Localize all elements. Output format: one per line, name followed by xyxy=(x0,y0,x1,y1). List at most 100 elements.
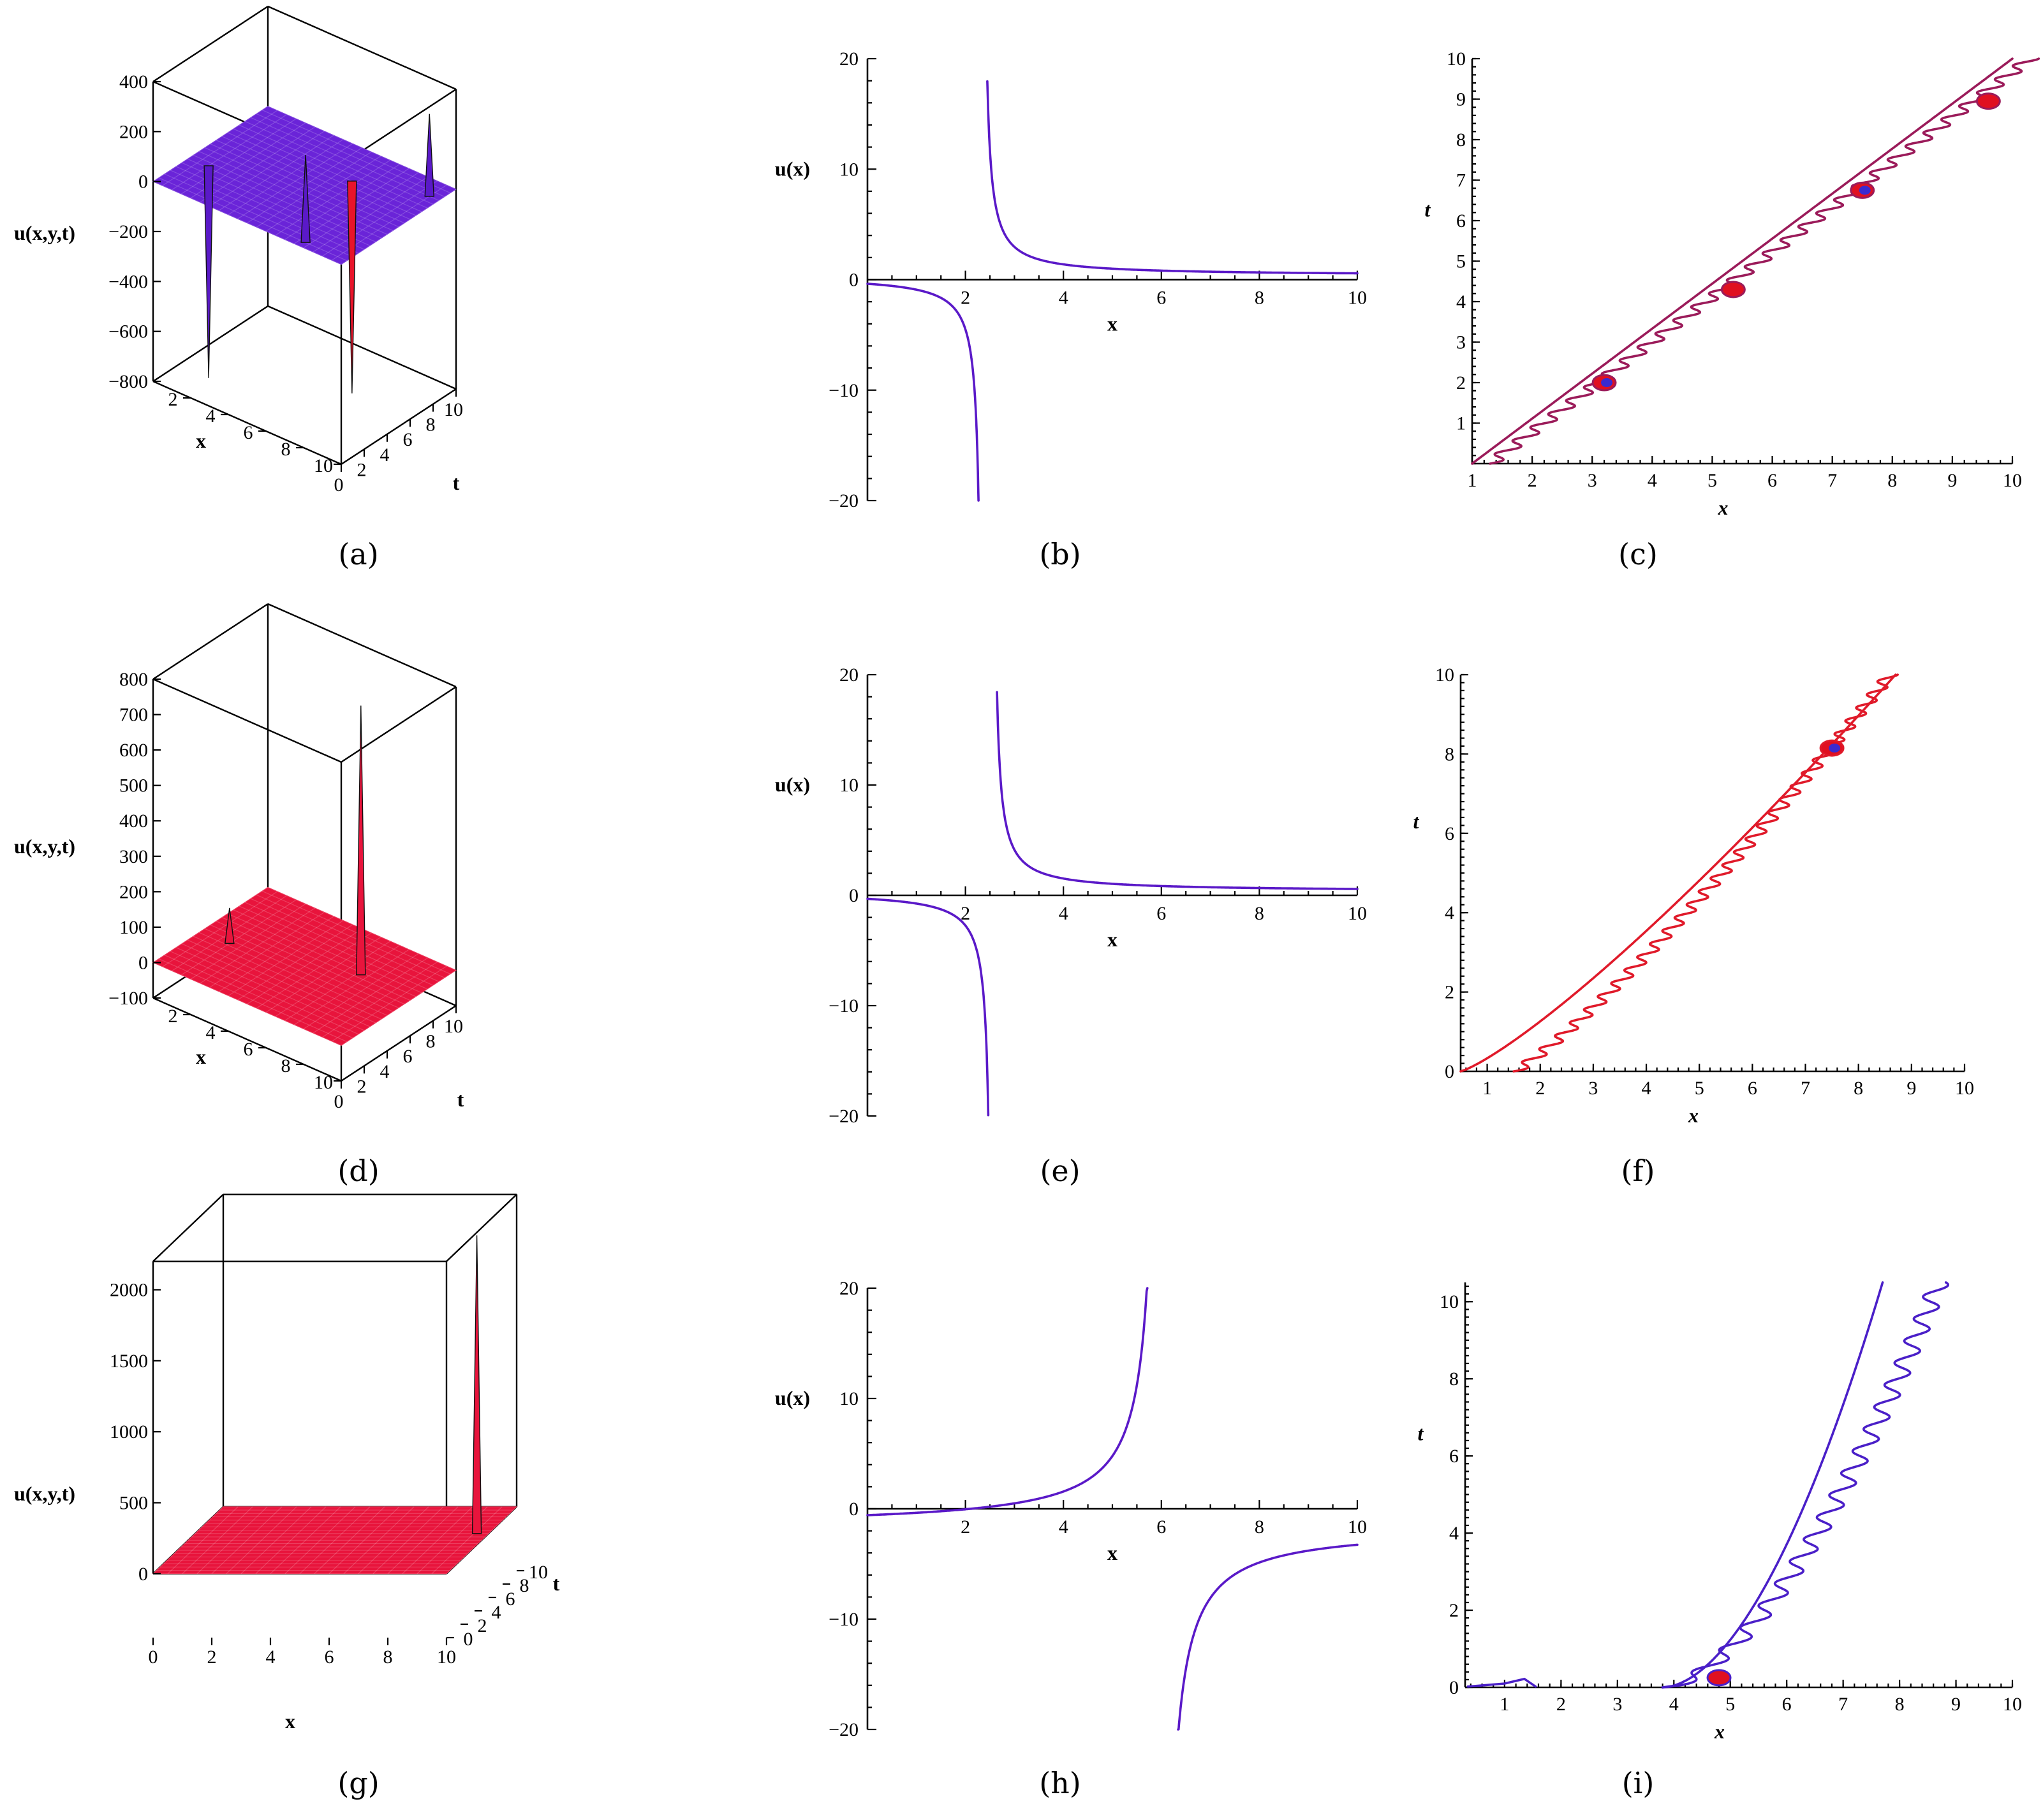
t-axis-label: t xyxy=(553,1572,560,1595)
caption-d: (d) xyxy=(337,1154,379,1188)
y-tick-label: 6 xyxy=(1456,210,1466,231)
x-tick-label: 4 xyxy=(206,406,216,427)
z-tick-label: 1000 xyxy=(110,1421,148,1442)
x-tick-label: 6 xyxy=(244,1039,253,1060)
contour-wavy-line xyxy=(1512,673,1899,1073)
x-tick-label: 2 xyxy=(1556,1694,1566,1715)
x-tick-label: 10 xyxy=(437,1647,456,1668)
t-tick-label: 4 xyxy=(492,1602,501,1623)
caption-c: (c) xyxy=(1618,537,1658,571)
surface-mesh-line xyxy=(387,1506,459,1574)
surface-mesh-line xyxy=(313,176,429,253)
y-tick-label: 10 xyxy=(839,775,859,796)
z-tick-label: 0 xyxy=(138,1564,148,1585)
surface-mesh-line xyxy=(204,928,394,1012)
t-axis-label: t xyxy=(453,471,460,494)
surface-mesh-line xyxy=(162,891,278,967)
x-tick-label: 10 xyxy=(1348,1516,1367,1537)
y-tick-label: 4 xyxy=(1449,1523,1459,1544)
x-tick-label: 2 xyxy=(168,1006,178,1027)
bounding-box-edge xyxy=(267,603,457,688)
x-tick-label: 3 xyxy=(1588,470,1597,491)
t-axis-label: t xyxy=(457,1088,464,1111)
panel-c: 1 2 3 4 5 6 7 8 9 10 1 2 3 4 5 6 7 8 9 10 x t (c) xyxy=(1425,48,2040,571)
panel-b: −20 −10 0 10 20 2 4 6 8 10 x u(x) (b) xyxy=(775,48,1367,571)
z-tick-label: −200 xyxy=(108,221,148,242)
contour-spot-inner xyxy=(1601,378,1613,387)
surface-mesh-line xyxy=(170,170,359,254)
surface-mesh-line xyxy=(204,147,394,231)
contour-hook xyxy=(1466,1677,1537,1688)
x-tick-label: 5 xyxy=(1695,1078,1704,1099)
surface-mesh-line xyxy=(209,131,325,207)
t-tick-label: 0 xyxy=(464,1629,473,1650)
contour-spot-inner xyxy=(1859,186,1871,195)
x-tick-label: 10 xyxy=(314,1072,333,1093)
curve-right-branch xyxy=(1177,1543,1359,1731)
x-tick-label: 10 xyxy=(1348,288,1367,309)
surface-mesh-line xyxy=(239,906,428,990)
surface-mesh-line xyxy=(275,941,391,1017)
panel-h: −20 −10 0 10 20 2 4 6 8 10 x u(x) (h) xyxy=(775,1278,1367,1800)
surface-mesh-line xyxy=(284,1506,356,1574)
y-tick-label: 1 xyxy=(1456,413,1466,434)
x-tick-label: 3 xyxy=(1588,1078,1598,1099)
y-tick-label: 4 xyxy=(1456,291,1466,312)
panel-i: 1 2 3 4 5 6 7 8 9 10 0 2 4 6 8 10 x t (i) xyxy=(1418,1281,2022,1800)
y-tick-label: 0 xyxy=(1449,1677,1459,1698)
bounding-box-edge xyxy=(152,305,269,383)
t-tick-label: 8 xyxy=(520,1575,529,1596)
t-tick-label: 2 xyxy=(478,1615,487,1636)
x-tick-label: 8 xyxy=(281,439,291,460)
x-tick-label: 6 xyxy=(1156,1516,1166,1537)
contour-spot-inner xyxy=(1716,1673,1728,1682)
y-tick-label: 10 xyxy=(1435,664,1454,686)
t-tick-label: 6 xyxy=(403,1046,413,1067)
surface-mesh-line xyxy=(175,947,365,1031)
curve-right-branch xyxy=(986,80,1359,275)
x-tick-label: 7 xyxy=(1838,1694,1848,1715)
panel-e: −20 −10 0 10 20 2 4 6 8 10 x u(x) (e) xyxy=(775,664,1367,1188)
z-tick-label: 200 xyxy=(119,121,148,142)
contour-spot-inner xyxy=(1829,744,1841,753)
x-tick-label: 1 xyxy=(1482,1078,1492,1099)
surface-mesh-line xyxy=(210,924,399,1008)
x-tick-label: 4 xyxy=(266,1647,276,1668)
surface-mesh-line xyxy=(244,121,434,205)
surface-mesh-line xyxy=(218,916,334,992)
surface-mesh-line xyxy=(331,965,447,1042)
surface-mesh-line xyxy=(240,1506,312,1574)
panel-f: 1 2 3 4 5 6 7 8 9 10 0 2 4 6 8 10 x t (f) xyxy=(1413,664,1974,1188)
y-tick-label: 3 xyxy=(1456,332,1466,353)
surface-mesh-line xyxy=(164,173,353,258)
surface-mesh-line xyxy=(262,890,451,974)
surface-mesh-line xyxy=(216,140,405,224)
surface-mesh-line xyxy=(187,939,376,1024)
surface-mesh-line xyxy=(167,1506,239,1574)
surface-mesh-line xyxy=(182,1506,253,1574)
y-tick-label: 8 xyxy=(1449,1369,1459,1390)
surface-mesh-line xyxy=(211,1506,283,1574)
surface-mesh-line xyxy=(446,1506,517,1574)
surface-mesh-line xyxy=(256,894,445,978)
x-axis-label: x xyxy=(1107,312,1117,335)
surface-mesh-line xyxy=(190,903,306,980)
surface-mesh-line xyxy=(270,1506,341,1574)
y-tick-label: 0 xyxy=(849,270,859,291)
surface-mesh-line xyxy=(247,928,362,1004)
x-tick-label: 4 xyxy=(1059,288,1068,309)
contour-main-line xyxy=(1661,1281,1884,1689)
x-tick-label: 5 xyxy=(1707,470,1717,491)
t-tick-label: 8 xyxy=(426,1031,436,1052)
y-tick-label: 10 xyxy=(1440,1291,1459,1312)
x-tick-label: 4 xyxy=(1648,470,1657,491)
z-tick-label: 500 xyxy=(119,1492,148,1513)
curve-left-branch xyxy=(866,1287,1149,1516)
y-tick-label: 20 xyxy=(839,1278,859,1299)
surface-mesh-line xyxy=(196,1506,268,1574)
surface-mesh-line xyxy=(284,944,400,1021)
x-tick-label: 8 xyxy=(1887,470,1897,491)
surface-mesh-line xyxy=(152,1506,224,1574)
y-axis-label: u(x) xyxy=(775,1386,810,1409)
